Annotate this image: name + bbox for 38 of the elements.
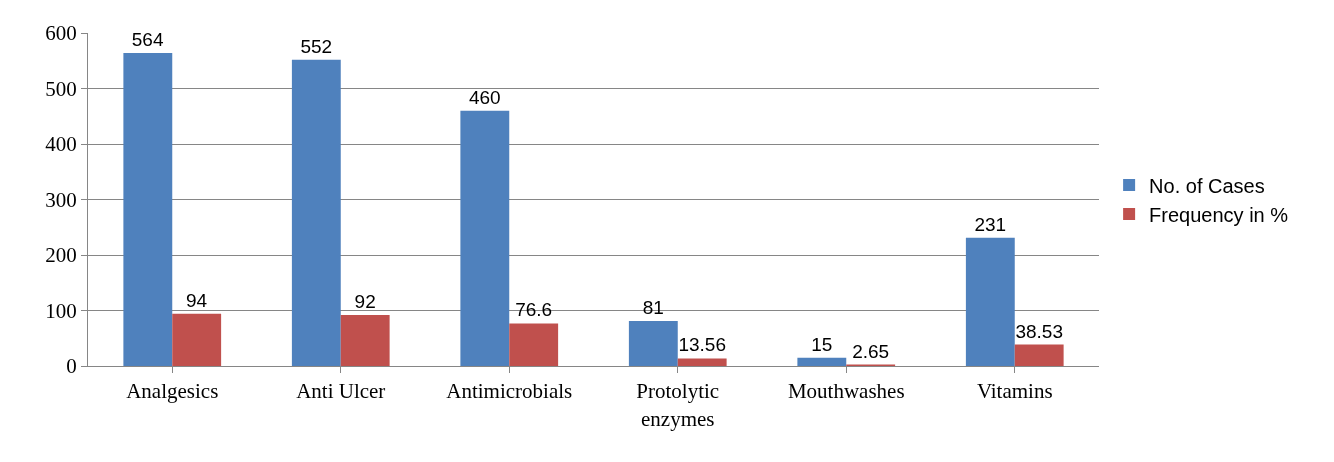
y-tick-label: 100: [45, 298, 77, 323]
data-label: 15: [811, 333, 833, 355]
y-tick-label: 0: [66, 354, 77, 379]
bar: [340, 314, 390, 366]
data-label: 460: [468, 86, 501, 108]
data-label: 13.56: [678, 334, 726, 356]
x-tick-label: Analgesics: [126, 379, 219, 404]
x-tick-label: Anti Ulcer: [296, 379, 386, 404]
data-label: 81: [642, 297, 664, 319]
data-label: 2.65: [852, 340, 890, 362]
bar: [628, 321, 678, 366]
bar: [797, 357, 847, 366]
bar: [1014, 344, 1064, 366]
y-tick-label: 400: [45, 132, 77, 157]
data-label: 552: [300, 35, 333, 57]
bar: [965, 237, 1015, 366]
data-label: 92: [354, 290, 376, 312]
bar: [123, 52, 173, 366]
data-label: 231: [974, 213, 1007, 235]
data-label: 38.53: [1015, 320, 1063, 342]
y-tick-label: 300: [45, 187, 77, 212]
bar: [291, 59, 341, 366]
data-label: 564: [131, 28, 164, 50]
legend-label: Frequency in %: [1149, 203, 1289, 226]
bar: [677, 358, 727, 366]
legend-label: No. of Cases: [1149, 174, 1265, 197]
data-label: 94: [185, 289, 208, 311]
y-tick-label: 600: [45, 21, 77, 46]
y-tick-label: 500: [45, 76, 77, 101]
x-tick-label: Vitamins: [976, 379, 1053, 404]
bar: [460, 110, 510, 366]
y-tick-label: 200: [45, 243, 77, 268]
bar: [172, 313, 222, 366]
x-tick-label: Antimicrobials: [446, 379, 573, 404]
x-tick-label: Mouthwashes: [787, 379, 905, 404]
x-tick-label: Protolytic enzymes: [636, 379, 720, 431]
bar: [509, 323, 559, 366]
data-label: 76.6: [515, 299, 553, 321]
